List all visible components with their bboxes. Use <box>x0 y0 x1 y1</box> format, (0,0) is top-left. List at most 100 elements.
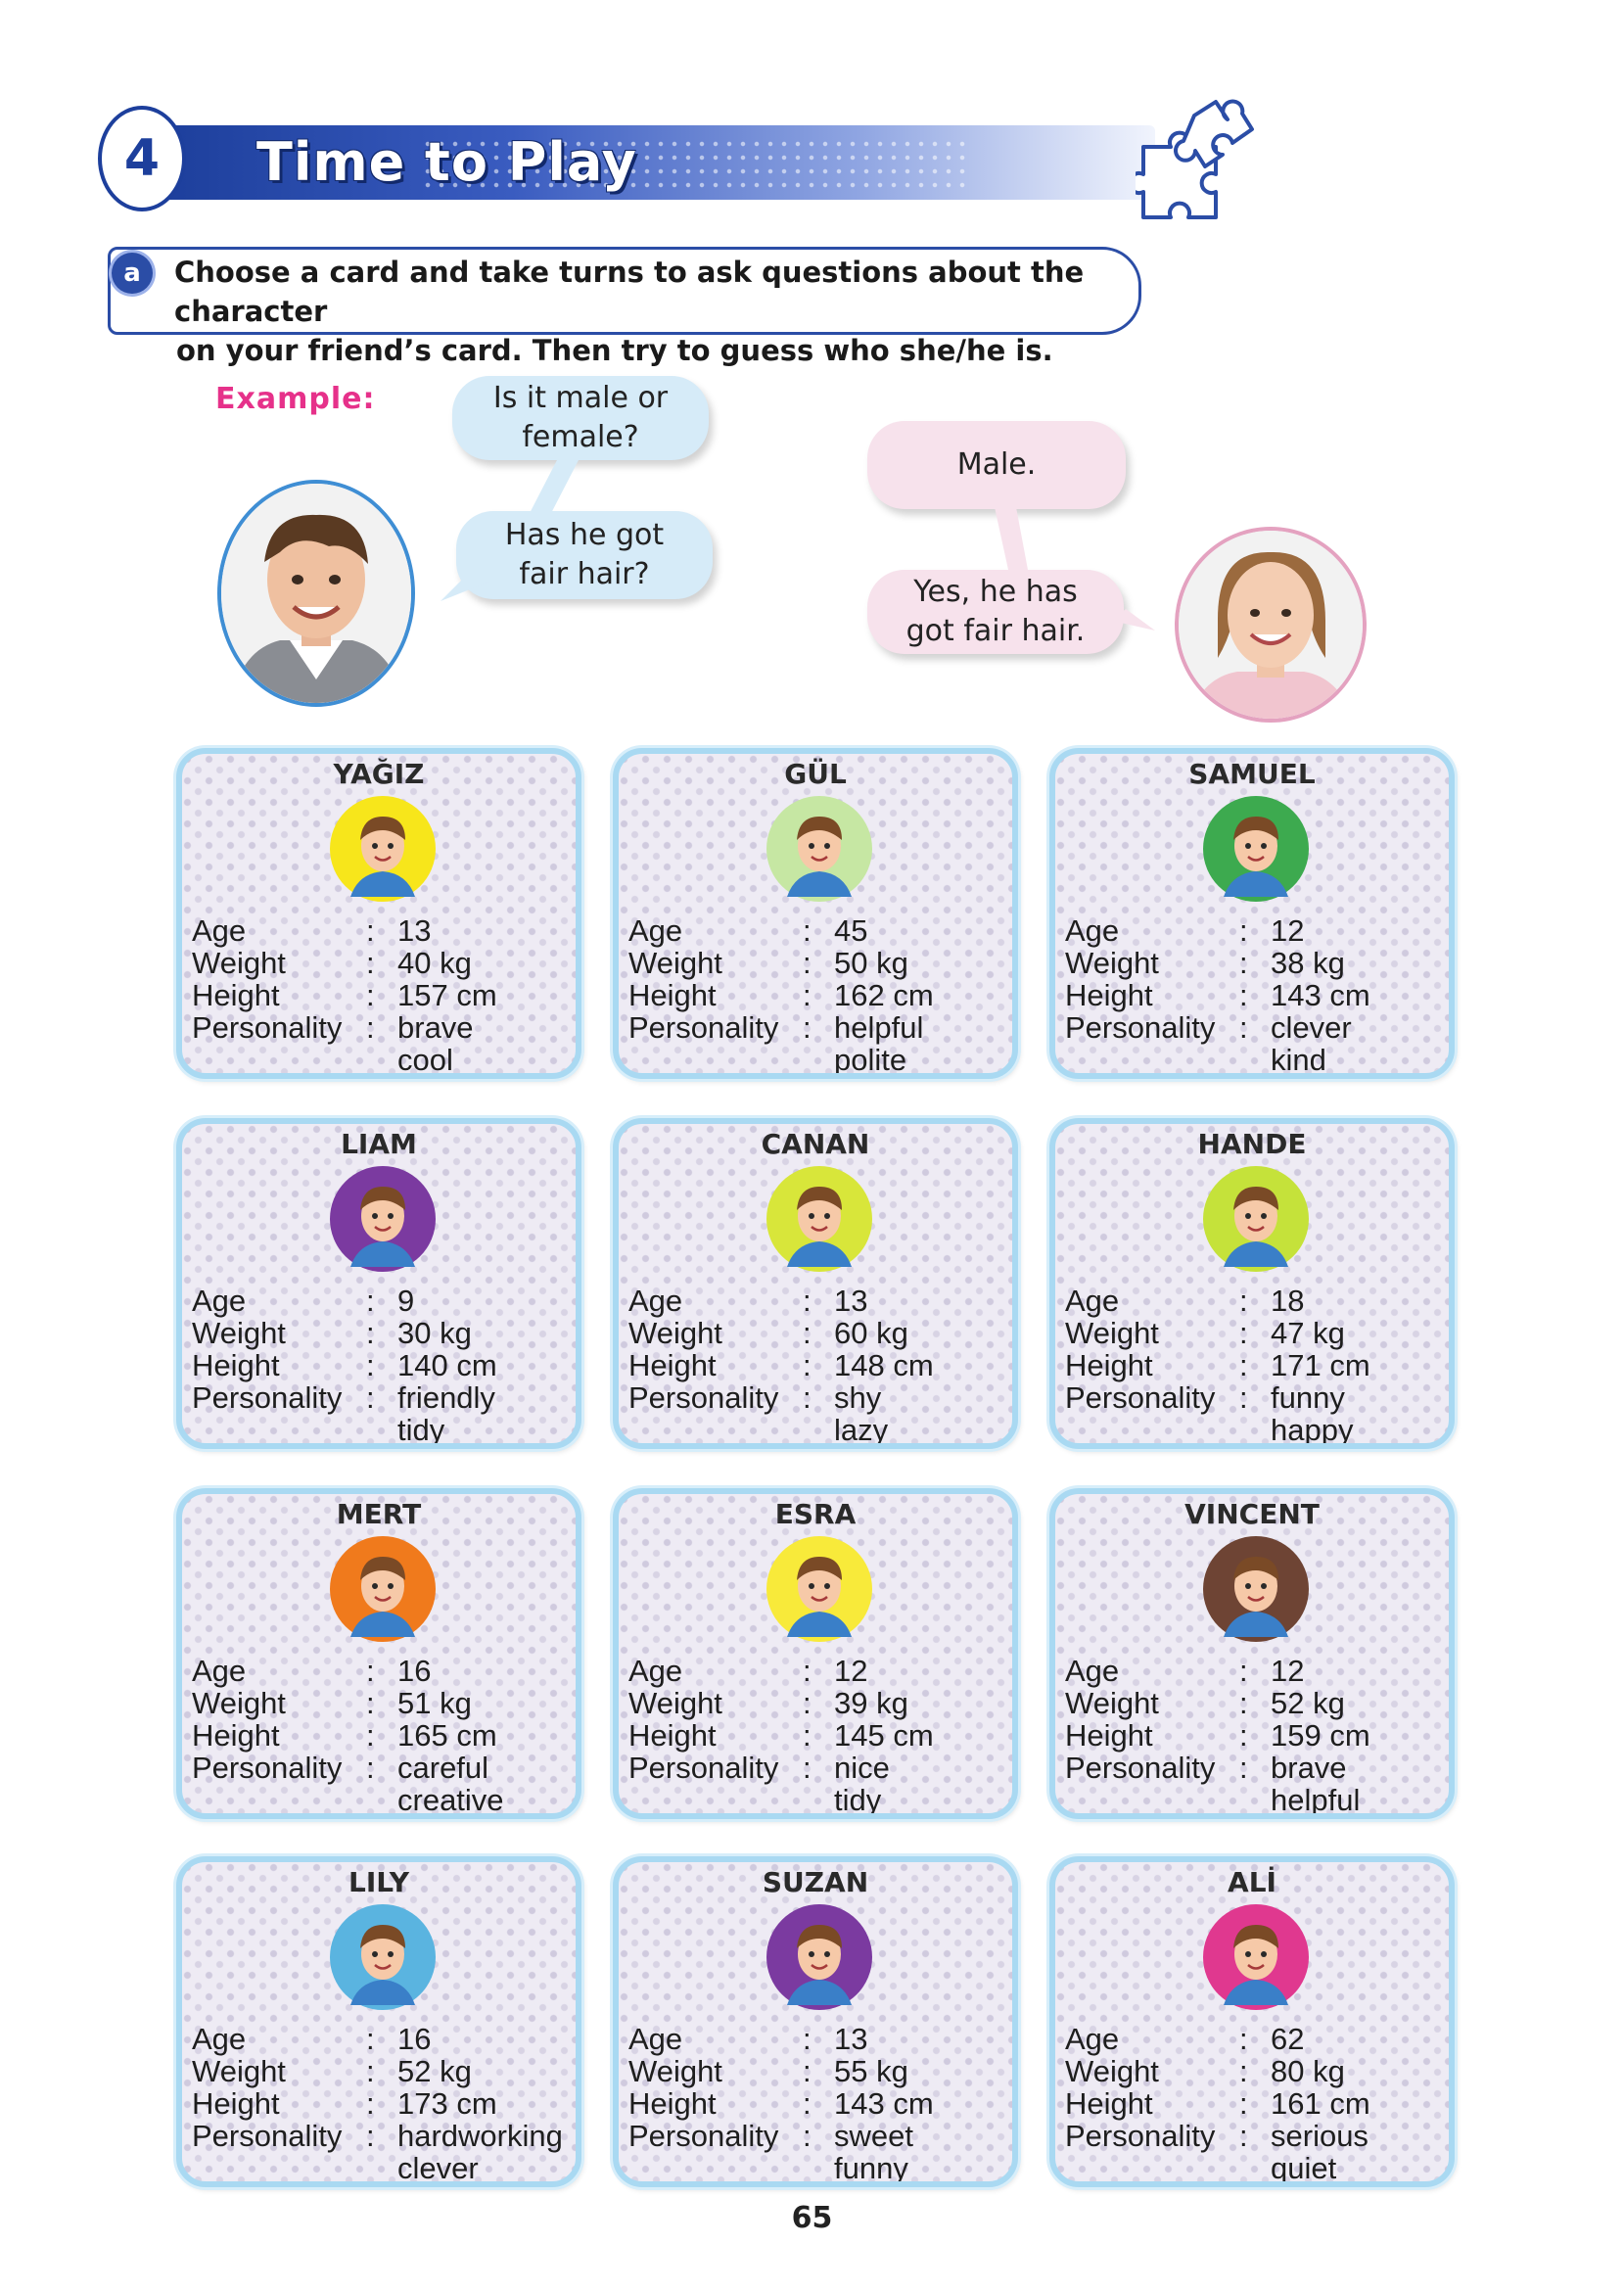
age-value: 13 <box>397 913 432 948</box>
weight-value: 52 kg <box>1271 1686 1345 1720</box>
character-card[interactable]: LILY Age:16 Weight:52 kg Height:173 cm Perso… <box>176 1856 581 2187</box>
instruction-box <box>108 247 1141 335</box>
height-label: Height <box>628 1718 717 1753</box>
colon-separator: : <box>366 2022 375 2056</box>
character-card[interactable]: MERT Age:16 Weight:51 kg Height:165 cm Perso… <box>176 1488 581 1819</box>
colon-separator: : <box>1239 1380 1248 1415</box>
weight-value: 50 kg <box>834 946 908 980</box>
puzzle-icon <box>1136 99 1254 219</box>
character-card[interactable]: SAMUEL Age:12 Weight:38 kg Height:143 cm Per… <box>1049 748 1455 1079</box>
personality-1-value: nice <box>834 1751 890 1785</box>
grandpa-avatar-icon <box>1203 1904 1309 2010</box>
colon-separator: : <box>803 1751 812 1785</box>
height-label: Height <box>192 978 280 1012</box>
boy-speech-bubble-1: Is it male or female? <box>452 376 709 460</box>
weight-label: Weight <box>628 946 722 980</box>
character-card[interactable]: SUZAN Age:13 Weight:55 kg Height:143 cm Pers… <box>613 1856 1018 2187</box>
height-value: 145 cm <box>834 1718 934 1753</box>
personality-2-value: creative <box>397 1783 504 1817</box>
character-name: SAMUEL <box>1188 758 1316 790</box>
weight-label: Weight <box>192 1686 286 1720</box>
colon-separator: : <box>1239 1010 1248 1045</box>
weight-value: 52 kg <box>397 2054 472 2088</box>
colon-separator: : <box>366 1380 375 1415</box>
personality-1-value: careful <box>397 1751 489 1785</box>
colon-separator: : <box>1239 978 1248 1012</box>
height-value: 140 cm <box>397 1348 497 1382</box>
colon-separator: : <box>803 1380 812 1415</box>
character-card[interactable]: ALİ Age:62 Weight:80 kg Height:161 cm Person… <box>1049 1856 1455 2187</box>
boy-bubble-connector <box>441 458 580 601</box>
personality-label: Personality <box>1065 2119 1216 2153</box>
height-value: 143 cm <box>834 2086 934 2121</box>
age-label: Age <box>628 2022 683 2056</box>
personality-1-value: serious <box>1271 2119 1369 2153</box>
boy-spiky-avatar-icon <box>330 1536 436 1642</box>
height-value: 159 cm <box>1271 1718 1370 1753</box>
weight-label: Weight <box>1065 946 1159 980</box>
personality-1-value: shy <box>834 1380 882 1415</box>
colon-separator: : <box>366 1654 375 1688</box>
personality-1-value: brave <box>397 1010 474 1045</box>
woman-avatar-icon <box>766 796 872 902</box>
height-label: Height <box>628 1348 717 1382</box>
age-label: Age <box>192 2022 247 2056</box>
instruction-line-1: Choose a card and take turns to ask ques… <box>174 256 1085 328</box>
character-card[interactable]: HANDE Age:18 Weight:47 kg Height:171 cm Pers… <box>1049 1118 1455 1449</box>
weight-value: 40 kg <box>397 946 472 980</box>
example-label: Example: <box>215 382 376 416</box>
personality-1-value: brave <box>1271 1751 1347 1785</box>
colon-separator: : <box>366 913 375 948</box>
character-card[interactable]: LIAM Age:9 Weight:30 kg Height:140 cm Person… <box>176 1118 581 1449</box>
height-label: Height <box>192 2086 280 2121</box>
colon-separator: : <box>803 2054 812 2088</box>
colon-separator: : <box>1239 1284 1248 1318</box>
colon-separator: : <box>1239 1751 1248 1785</box>
personality-label: Personality <box>1065 1751 1216 1785</box>
character-name: YAĞIZ <box>333 758 425 790</box>
character-name: VINCENT <box>1184 1498 1320 1530</box>
girl-avatar-icon <box>766 1166 872 1272</box>
colon-separator: : <box>803 913 812 948</box>
age-label: Age <box>628 1654 683 1688</box>
section-number: 4 <box>98 106 186 211</box>
colon-separator: : <box>803 2119 812 2153</box>
character-card[interactable]: GÜL Age:45 Weight:50 kg Height:162 cm Person… <box>613 748 1018 1079</box>
girl-glasses-avatar-icon <box>330 1904 436 2010</box>
personality-1-value: sweet <box>834 2119 913 2153</box>
colon-separator: : <box>1239 2119 1248 2153</box>
personality-2-value: quiet <box>1271 2151 1337 2185</box>
colon-separator: : <box>366 1686 375 1720</box>
personality-label: Personality <box>628 2119 779 2153</box>
age-value: 16 <box>397 1654 432 1688</box>
colon-separator: : <box>1239 1348 1248 1382</box>
colon-separator: : <box>1239 913 1248 948</box>
height-value: 157 cm <box>397 978 497 1012</box>
colon-separator: : <box>1239 1686 1248 1720</box>
personality-1-value: helpful <box>834 1010 924 1045</box>
height-value: 161 cm <box>1271 2086 1370 2121</box>
weight-label: Weight <box>628 1686 722 1720</box>
colon-separator: : <box>366 1718 375 1753</box>
character-name: HANDE <box>1197 1128 1307 1160</box>
character-card[interactable]: ESRA Age:12 Weight:39 kg Height:145 cm Perso… <box>613 1488 1018 1819</box>
weight-value: 38 kg <box>1271 946 1345 980</box>
personality-label: Personality <box>192 1751 343 1785</box>
character-card[interactable]: CANAN Age:13 Weight:60 kg Height:148 cm Pers… <box>613 1118 1018 1449</box>
age-label: Age <box>1065 1654 1120 1688</box>
colon-separator: : <box>366 2086 375 2121</box>
height-label: Height <box>1065 978 1153 1012</box>
colon-separator: : <box>803 2022 812 2056</box>
age-label: Age <box>1065 2022 1120 2056</box>
character-card[interactable]: VINCENT Age:12 Weight:52 kg Height:159 cm Pe… <box>1049 1488 1455 1819</box>
height-label: Height <box>192 1348 280 1382</box>
colon-separator: : <box>366 946 375 980</box>
character-card[interactable]: YAĞIZ Age:13 Weight:40 kg Height:157 cm Pers… <box>176 748 581 1079</box>
colon-separator: : <box>803 946 812 980</box>
colon-separator: : <box>366 1316 375 1350</box>
weight-value: 60 kg <box>834 1316 908 1350</box>
height-value: 173 cm <box>397 2086 497 2121</box>
boy-redhair-avatar-icon <box>1203 1536 1309 1642</box>
colon-separator: : <box>366 1010 375 1045</box>
age-label: Age <box>628 913 683 948</box>
